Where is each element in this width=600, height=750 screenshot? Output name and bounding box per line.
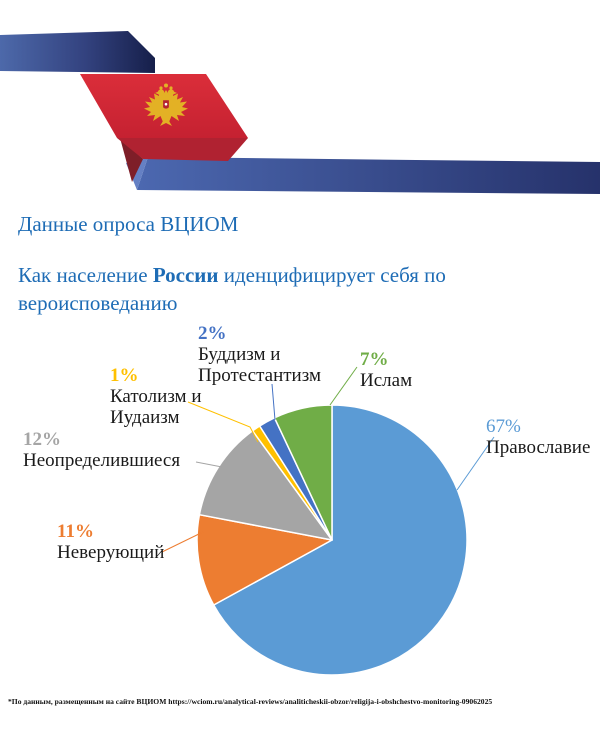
label-nonbeliever-name: Неверующий — [57, 542, 165, 563]
label-catholicism-judaism: 1% Католизм и Иудаизм — [110, 365, 218, 428]
pie-slices-group — [196, 404, 468, 676]
label-catholicism-judaism-pct: 1% — [110, 365, 139, 386]
pie-chart-area: 67% Православие 11% Неверующий 12% Неопр… — [0, 320, 600, 696]
subtitle-bold-russia: России — [152, 263, 219, 287]
label-buddhism-protestantism: 2% Буддизм и Протестантизм — [198, 323, 350, 386]
leader-line-nonbeliever — [161, 531, 204, 553]
label-catholicism-judaism-name: Католизм и Иудаизм — [110, 386, 202, 428]
leader-line-islam — [329, 366, 358, 406]
label-nonbeliever: 11% Неверующий — [57, 521, 164, 563]
pie-slice-2 — [198, 430, 333, 541]
pie-chart — [161, 366, 495, 676]
ribbon-band-bottom — [137, 157, 600, 194]
label-undecided-pct: 12% — [23, 429, 61, 450]
ribbon-fold-maroon — [120, 138, 143, 182]
leader-line-catholicism-judaism — [187, 401, 259, 443]
pie-slice-0 — [212, 404, 468, 676]
subtitle-suffix: иденцифицирует себя по — [218, 263, 446, 287]
leader-line-undecided — [195, 461, 223, 468]
pie-slice-1 — [196, 513, 333, 606]
label-buddhism-protestantism-pct: 2% — [198, 323, 227, 344]
page-subtitle: Как население России иденцифицирует себя… — [18, 261, 446, 317]
source-note: *По данным, размещенным на сайте ВЦИОМ h… — [8, 697, 493, 706]
leader-line-orthodoxy — [456, 436, 495, 491]
label-islam-pct: 7% — [360, 349, 389, 370]
leader-line-buddhism-protestantism — [271, 383, 276, 421]
ribbon-band-top — [0, 31, 155, 73]
label-nonbeliever-pct: 11% — [57, 521, 94, 542]
label-orthodoxy: 67% Православие — [486, 416, 590, 458]
label-orthodoxy-pct: 67% — [486, 416, 521, 437]
ribbon-fold-red — [117, 138, 248, 161]
page-title: Данные опроса ВЦИОМ — [18, 212, 239, 236]
label-orthodoxy-name: Православие — [486, 437, 591, 458]
label-islam-name: Ислам — [360, 370, 413, 391]
flag-ribbon-header — [0, 31, 600, 194]
russian-coat-of-arms-icon — [144, 83, 188, 126]
subtitle-prefix: Как население — [18, 263, 153, 287]
label-buddhism-protestantism-name: Буддизм и Протестантизм — [198, 344, 321, 386]
label-islam: 7% Ислам — [360, 349, 412, 391]
label-undecided-name: Неопределившиеся — [23, 450, 181, 471]
subtitle-line2: вероисповеданию — [18, 291, 178, 315]
label-undecided: 12% Неопределившиеся — [23, 429, 180, 471]
